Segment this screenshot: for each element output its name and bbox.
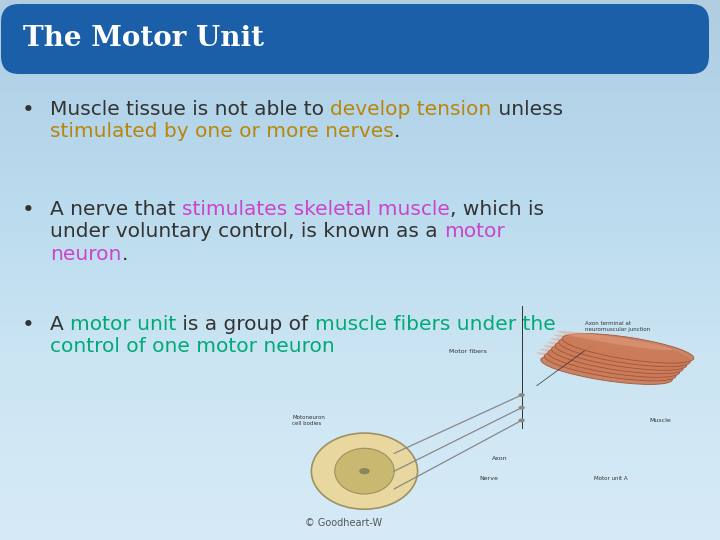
Ellipse shape <box>518 393 525 397</box>
Ellipse shape <box>541 355 672 384</box>
Ellipse shape <box>552 344 683 374</box>
Ellipse shape <box>359 468 370 474</box>
Ellipse shape <box>559 337 690 367</box>
Text: •: • <box>22 100 35 120</box>
FancyBboxPatch shape <box>1 4 709 74</box>
Text: •: • <box>22 200 35 220</box>
Text: A nerve that: A nerve that <box>50 200 182 219</box>
Text: muscle fibers under the: muscle fibers under the <box>315 315 556 334</box>
Ellipse shape <box>311 433 418 509</box>
Text: © Goodheart-W: © Goodheart-W <box>305 518 382 528</box>
Text: control of one motor neuron: control of one motor neuron <box>50 338 335 356</box>
Ellipse shape <box>548 348 680 377</box>
Text: , which is: , which is <box>450 200 544 219</box>
Ellipse shape <box>540 349 655 368</box>
Text: .: . <box>122 245 127 264</box>
Ellipse shape <box>518 418 525 422</box>
Ellipse shape <box>335 448 395 494</box>
Text: Nerve: Nerve <box>480 476 498 481</box>
Text: Muscle tissue is not able to: Muscle tissue is not able to <box>50 100 330 119</box>
Text: develop tension: develop tension <box>330 100 492 119</box>
Text: Motor fibers: Motor fibers <box>449 349 487 354</box>
Ellipse shape <box>555 341 687 370</box>
Ellipse shape <box>547 342 662 361</box>
Text: unless: unless <box>492 100 563 119</box>
Ellipse shape <box>536 352 652 372</box>
Text: Axon terminal at
neuromuscular junction: Axon terminal at neuromuscular junction <box>536 321 651 386</box>
Text: stimulated by one or more nerves: stimulated by one or more nerves <box>50 123 394 141</box>
Text: Axon: Axon <box>492 456 508 461</box>
Text: Motor unit A: Motor unit A <box>594 476 628 481</box>
Text: stimulates skeletal muscle: stimulates skeletal muscle <box>182 200 450 219</box>
Text: Motoneuron
cell bodies: Motoneuron cell bodies <box>292 415 325 426</box>
Text: .: . <box>394 123 400 141</box>
Text: A: A <box>50 315 70 334</box>
Ellipse shape <box>544 352 676 381</box>
Text: motor unit: motor unit <box>70 315 176 334</box>
Ellipse shape <box>551 338 665 357</box>
Ellipse shape <box>554 335 669 354</box>
Ellipse shape <box>544 345 659 364</box>
Text: is a group of: is a group of <box>176 315 315 334</box>
Text: •: • <box>22 315 35 335</box>
Text: motor: motor <box>444 222 505 241</box>
Text: The Motor Unit: The Motor Unit <box>23 25 264 52</box>
Ellipse shape <box>562 334 694 363</box>
Text: Muscle: Muscle <box>649 418 671 423</box>
Text: under voluntary control, is known as a: under voluntary control, is known as a <box>50 222 444 241</box>
Ellipse shape <box>518 406 525 410</box>
Ellipse shape <box>558 331 672 350</box>
Text: neuron: neuron <box>50 245 122 264</box>
